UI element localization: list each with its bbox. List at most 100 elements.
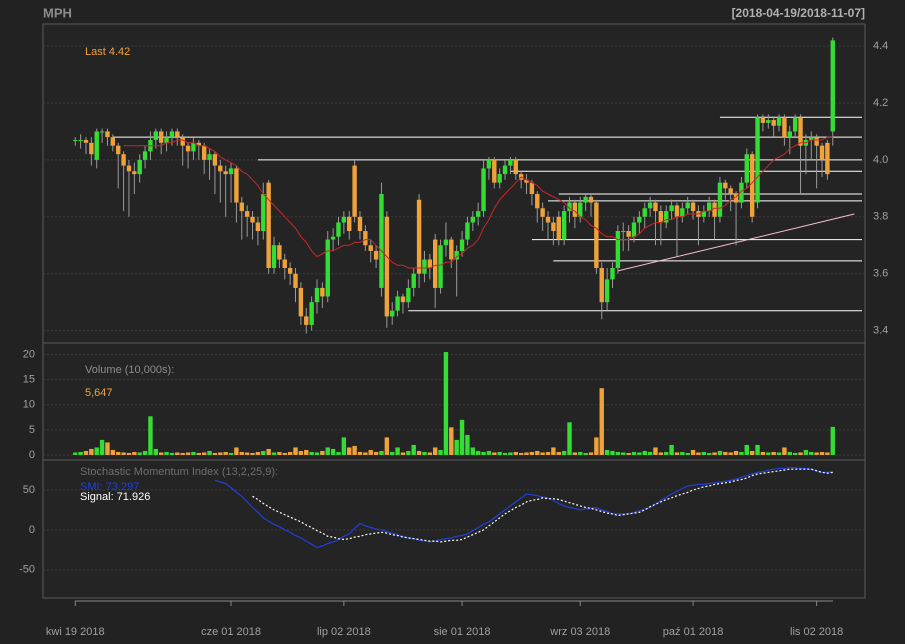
volume-bar	[228, 452, 234, 455]
volume-bar	[561, 450, 567, 455]
candle-body	[475, 211, 481, 217]
volume-bar	[191, 451, 196, 455]
candle-body	[739, 182, 744, 203]
candle-body	[244, 211, 250, 217]
volume-bar	[363, 452, 368, 455]
indicator-line	[252, 468, 833, 543]
volume-bar	[497, 451, 502, 455]
volume-bar	[776, 452, 782, 455]
candle-body	[94, 131, 99, 160]
volume-bar	[771, 451, 776, 455]
candle-body	[723, 182, 728, 189]
candle-body	[180, 137, 185, 146]
candle-body	[535, 194, 540, 209]
volume-bar	[664, 451, 669, 455]
volume-bar	[185, 452, 191, 455]
candle-body	[454, 250, 459, 260]
candle-body	[664, 211, 669, 223]
chart-title: MPH	[43, 5, 72, 20]
volume-bar	[341, 437, 347, 455]
volume-bar	[357, 451, 363, 455]
candle-body	[685, 202, 690, 209]
candle-body	[330, 236, 336, 240]
moving-average	[123, 136, 833, 269]
candle-body	[766, 120, 771, 123]
candle-body	[787, 131, 792, 138]
volume-bar	[798, 452, 803, 455]
candle-body	[142, 151, 148, 160]
candle-body	[121, 154, 126, 166]
candle-body	[175, 131, 180, 138]
candle-body	[621, 231, 626, 233]
candle-body	[105, 131, 110, 138]
volume-bar	[830, 426, 835, 455]
price-panel	[42, 23, 866, 344]
x-tick-label: wrz 03 2018	[549, 626, 610, 638]
candle-body	[481, 168, 486, 212]
volume-bar	[169, 452, 175, 455]
candle-body	[578, 202, 583, 217]
candle-body	[492, 159, 497, 183]
candle-body	[185, 145, 191, 152]
volume-bar	[545, 451, 551, 455]
candle-body	[325, 239, 330, 297]
volume-bar	[352, 445, 357, 455]
volume-bar	[83, 450, 89, 455]
volume-bar	[717, 450, 723, 455]
volume-bar	[529, 451, 535, 455]
candle-body	[99, 131, 105, 133]
candle-body	[647, 202, 653, 209]
candle-body	[116, 145, 121, 155]
volume-bar	[626, 452, 631, 455]
candle-body	[626, 231, 631, 237]
candle-body	[680, 208, 685, 217]
candle-body	[610, 268, 615, 280]
candle-body	[384, 216, 390, 317]
y-tick-label: 0	[29, 449, 35, 461]
volume-bar	[325, 447, 330, 455]
volume-bar	[201, 452, 207, 455]
candle-body	[690, 202, 696, 212]
candle-body	[89, 142, 94, 155]
candle-body	[497, 174, 502, 183]
candle-body	[110, 137, 116, 146]
candle-body	[427, 259, 433, 269]
candle-body	[825, 142, 830, 175]
volume-bar	[578, 451, 583, 455]
volume-bar	[766, 452, 771, 455]
volume-bar	[572, 452, 578, 455]
volume-bar	[803, 449, 809, 455]
volume-bar	[207, 450, 212, 455]
candle-body	[653, 202, 658, 212]
volume-bar	[459, 419, 465, 455]
volume-bar	[739, 451, 744, 455]
y-tick-label: 4.2	[873, 97, 888, 109]
volume-bar	[647, 451, 653, 455]
volume-bar	[513, 451, 518, 455]
volume-bar	[400, 452, 406, 455]
candle-body	[830, 40, 835, 132]
candle-body	[637, 216, 642, 223]
volume-bar	[293, 447, 298, 455]
volume-bar	[175, 452, 180, 455]
volume-bar	[712, 452, 717, 455]
x-tick-label: lip 02 2018	[317, 626, 371, 638]
candle-body	[465, 222, 470, 240]
volume-bar	[669, 444, 674, 455]
candle-body	[304, 316, 309, 325]
volume-bar	[271, 452, 277, 455]
candle-body	[164, 137, 169, 143]
candle-body	[567, 202, 572, 212]
volume-bar	[749, 450, 755, 455]
volume-bar	[212, 452, 218, 455]
candle-body	[196, 142, 202, 146]
volume-bar	[809, 451, 814, 455]
candle-body	[341, 216, 347, 223]
candle-body	[792, 117, 798, 132]
candle-body	[814, 137, 819, 146]
volume-bar	[540, 452, 545, 455]
volume-bar	[411, 444, 416, 455]
volume-bar	[73, 452, 78, 455]
volume-bar	[406, 450, 411, 455]
